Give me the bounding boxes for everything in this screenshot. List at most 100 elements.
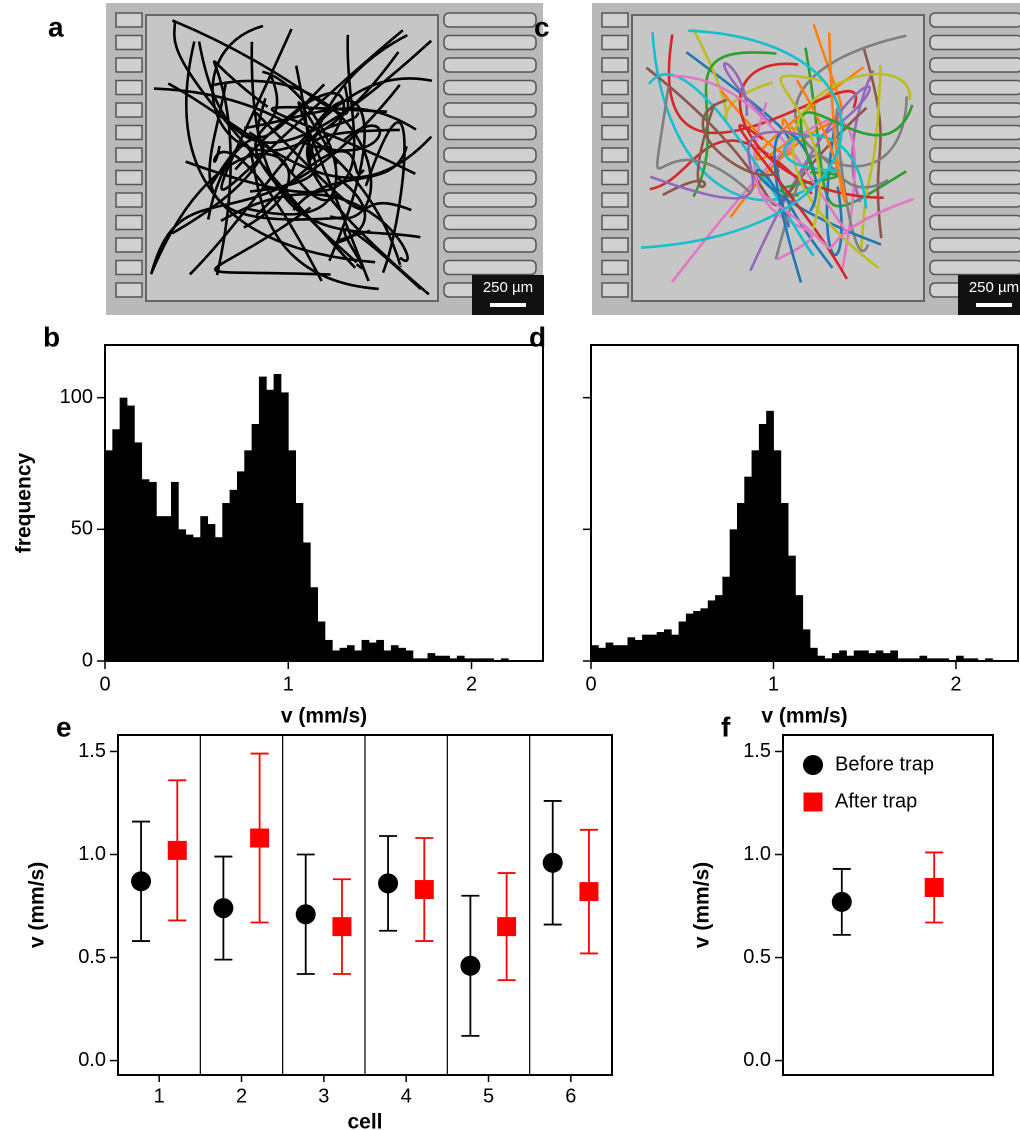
histogram-bar	[868, 653, 877, 661]
trajectory	[185, 41, 376, 264]
histogram-bar	[890, 650, 898, 661]
side-channel	[115, 79, 143, 96]
histogram-bar	[229, 489, 238, 661]
side-channel	[443, 79, 537, 96]
trajectory	[343, 227, 422, 291]
y-tick-label: 0.0	[743, 1049, 771, 1071]
trajectory	[862, 48, 883, 239]
histogram-bar	[897, 658, 906, 661]
trajectory	[213, 145, 323, 282]
x-tick-label: 1	[283, 673, 294, 695]
histogram-bar	[766, 410, 774, 661]
histogram-bar	[591, 645, 599, 661]
histogram-bar	[963, 658, 971, 661]
histogram-bar	[258, 376, 267, 661]
side-channel	[929, 169, 1020, 186]
trajectory	[335, 176, 371, 244]
histogram-bar	[685, 613, 694, 661]
histogram-bar	[464, 658, 472, 661]
marker	[213, 898, 234, 919]
micrograph: 250 µm	[592, 3, 1020, 315]
side-channel	[115, 57, 143, 73]
trajectory	[779, 170, 839, 197]
side-channel	[115, 282, 143, 298]
axes-frame	[782, 734, 994, 1076]
side-channel	[115, 192, 143, 208]
trajectory	[647, 73, 815, 257]
scale-bar-label: 250 µm	[483, 279, 533, 296]
trajectory	[167, 82, 433, 179]
trajectory	[209, 142, 379, 291]
trajectory	[255, 111, 412, 212]
histogram-bar	[678, 621, 687, 661]
marker	[831, 891, 852, 912]
marker	[414, 880, 434, 900]
y-axis-label: v (mm/s)	[691, 862, 714, 948]
histogram-bar	[839, 650, 847, 661]
histogram-bar	[236, 471, 245, 661]
histogram-bar	[324, 639, 333, 661]
histogram-bar	[758, 424, 767, 661]
side-channel	[601, 57, 629, 73]
side-channel	[929, 57, 1020, 73]
scale-bar-box	[958, 275, 1020, 315]
side-channel	[601, 282, 629, 298]
trajectory	[150, 84, 401, 273]
side-channel	[443, 259, 537, 276]
trajectory	[738, 62, 884, 200]
side-channel	[443, 57, 537, 73]
panel-label: b	[43, 321, 60, 352]
side-channel	[601, 12, 629, 28]
histogram-bar	[861, 650, 869, 661]
histogram-bar	[156, 516, 165, 661]
histogram-bar	[214, 537, 223, 661]
legend-label: After trap	[835, 790, 917, 812]
side-channel	[443, 192, 537, 208]
histogram-bar	[700, 608, 709, 661]
x-tick-label: 0	[99, 673, 110, 695]
histogram-bar	[934, 658, 942, 661]
side-channel	[443, 34, 537, 51]
trajectory	[211, 24, 400, 152]
histogram-bar	[707, 600, 716, 661]
panel-label: d	[529, 321, 546, 352]
side-channel	[443, 12, 537, 28]
histogram-bar	[310, 587, 318, 661]
trajectory	[860, 64, 882, 249]
histogram-bar	[251, 424, 260, 661]
histogram-bar	[620, 645, 628, 661]
histogram-bar	[141, 479, 150, 661]
histogram-bar	[178, 529, 187, 661]
axes-frame	[117, 734, 613, 1076]
side-channel	[601, 259, 629, 276]
y-tick-label: 1.0	[78, 843, 106, 865]
histogram-bar	[170, 481, 179, 661]
histogram-bar	[605, 642, 614, 661]
histogram-bar	[788, 555, 796, 661]
side-channel	[115, 237, 143, 253]
histogram-bar	[471, 658, 480, 661]
side-channel	[601, 124, 629, 141]
y-tick-label: 0.5	[78, 946, 106, 968]
histogram-bar	[368, 642, 377, 661]
side-channel	[443, 237, 537, 253]
micrograph: 250 µm	[106, 3, 544, 315]
x-tick-label: 6	[565, 1085, 576, 1107]
side-channel	[443, 124, 537, 141]
histogram-bar	[729, 529, 738, 661]
x-tick-label: 3	[318, 1085, 329, 1107]
histogram-bar	[354, 650, 362, 661]
x-axis-label: v (mm/s)	[761, 705, 847, 728]
histogram-bar	[119, 397, 128, 661]
histogram-bar	[302, 542, 311, 661]
histogram-bar	[192, 537, 201, 661]
side-channel	[929, 147, 1020, 163]
side-channel	[115, 34, 143, 51]
histogram-bar	[780, 503, 789, 661]
histogram-bar	[970, 658, 979, 661]
histogram-bar	[398, 647, 406, 661]
side-channel	[929, 192, 1020, 208]
side-channel	[601, 147, 629, 163]
histogram-bar	[434, 655, 443, 661]
